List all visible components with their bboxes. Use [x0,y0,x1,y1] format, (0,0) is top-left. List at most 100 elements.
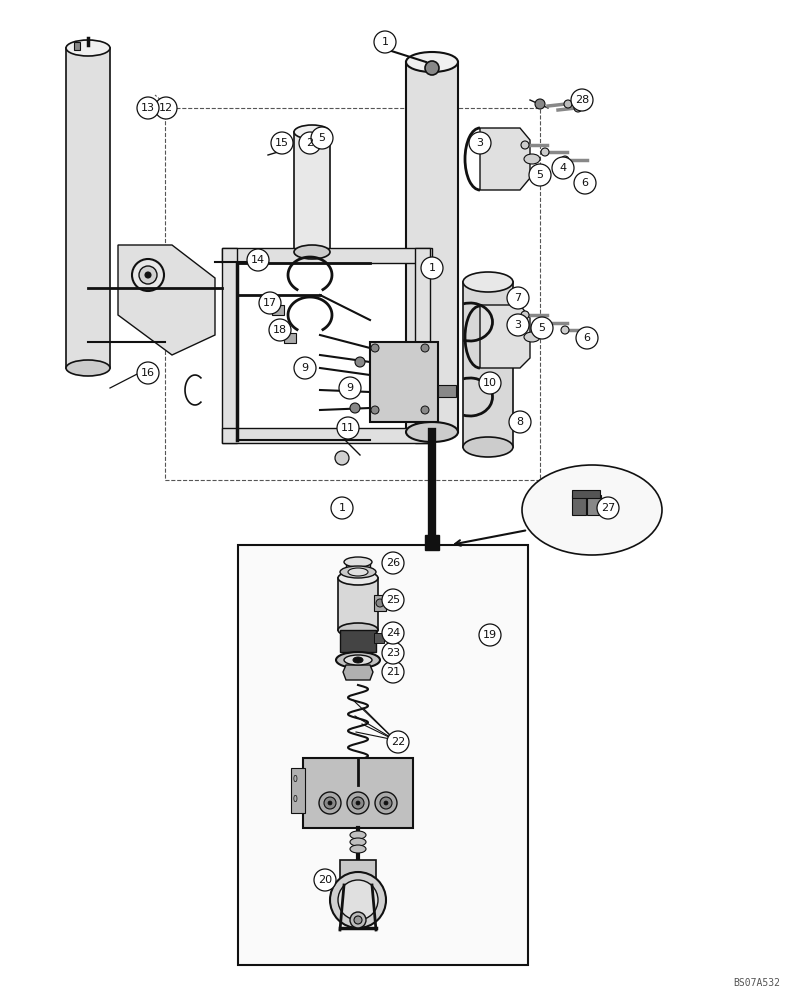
Circle shape [145,272,151,278]
Ellipse shape [329,872,385,928]
Circle shape [350,912,366,928]
Bar [571,495,586,515]
Text: 22: 22 [390,737,405,747]
Circle shape [268,319,290,341]
Text: 20: 20 [318,875,332,885]
Text: 2: 2 [306,138,313,148]
Ellipse shape [340,566,375,578]
Text: 6: 6 [583,333,590,343]
Circle shape [506,314,528,336]
Bar [221,248,237,443]
Circle shape [155,97,177,119]
Circle shape [521,141,528,149]
Circle shape [355,801,359,805]
Circle shape [139,266,157,284]
Circle shape [534,99,544,109]
Circle shape [551,157,573,179]
Ellipse shape [406,52,457,72]
Text: 14: 14 [251,255,264,265]
Text: 1: 1 [428,263,435,273]
Circle shape [137,97,159,119]
Circle shape [570,89,592,111]
Bar [340,860,375,885]
Circle shape [573,104,581,112]
Text: 6: 6 [581,178,588,188]
Text: 15: 15 [275,138,289,148]
Circle shape [530,317,552,339]
Ellipse shape [350,831,366,839]
Circle shape [560,156,569,164]
Polygon shape [479,128,530,190]
Text: 0: 0 [292,795,297,804]
Circle shape [247,249,268,271]
Bar [437,385,456,397]
Circle shape [381,552,404,574]
Circle shape [351,797,363,809]
Text: 24: 24 [385,628,400,638]
Circle shape [420,257,443,279]
Ellipse shape [521,465,661,555]
Text: 9: 9 [346,383,353,393]
Circle shape [540,319,548,327]
Circle shape [251,256,264,268]
Bar [337,578,378,630]
Bar [284,333,296,343]
Ellipse shape [337,880,378,920]
Bar [303,758,413,828]
Bar [221,248,431,263]
Circle shape [275,143,285,153]
Circle shape [380,797,392,809]
Polygon shape [479,305,530,368]
Text: 21: 21 [385,667,400,677]
Ellipse shape [523,332,539,342]
Circle shape [371,344,379,352]
Circle shape [506,287,528,309]
Ellipse shape [462,272,513,292]
Bar [374,595,385,611]
Circle shape [521,311,528,319]
Circle shape [259,292,281,314]
Bar [462,282,513,447]
Circle shape [381,661,404,683]
Text: 5: 5 [538,323,545,333]
Circle shape [381,622,404,644]
Bar [370,342,437,422]
Ellipse shape [66,360,109,376]
Circle shape [560,326,569,334]
Bar [340,630,375,652]
Circle shape [469,132,491,154]
Circle shape [337,417,358,439]
Circle shape [319,792,341,814]
Circle shape [424,61,439,75]
Circle shape [371,406,379,414]
Ellipse shape [350,838,366,846]
Circle shape [335,451,349,465]
Circle shape [381,642,404,664]
Polygon shape [118,245,215,355]
Bar [66,48,109,368]
Bar [272,305,284,315]
Text: 18: 18 [272,325,287,335]
Bar [414,248,430,443]
Circle shape [354,916,362,924]
Circle shape [387,731,409,753]
Ellipse shape [66,40,109,56]
Circle shape [375,599,384,607]
Text: BS07A532: BS07A532 [732,978,779,988]
Circle shape [314,869,336,891]
Ellipse shape [353,657,363,663]
Ellipse shape [348,568,367,576]
Bar [238,545,527,965]
Circle shape [346,792,368,814]
Text: 25: 25 [385,595,400,605]
Text: 8: 8 [516,417,523,427]
Ellipse shape [337,571,378,585]
Text: 1: 1 [338,503,345,513]
Ellipse shape [294,245,329,259]
Bar [290,768,305,813]
Circle shape [132,259,164,291]
Ellipse shape [523,154,539,164]
Circle shape [478,624,500,646]
Text: 5: 5 [536,170,543,180]
Text: 5: 5 [318,133,325,143]
